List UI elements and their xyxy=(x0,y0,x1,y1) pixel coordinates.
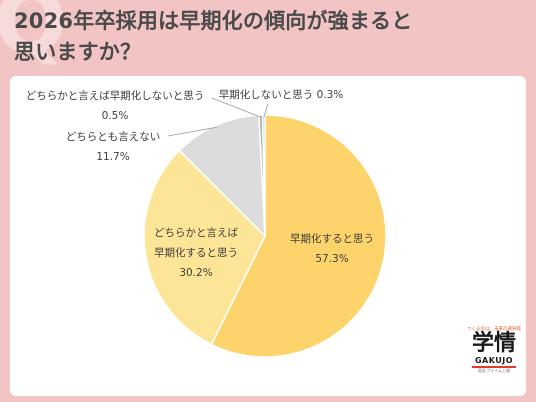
logo-footer: 東証プライム上場 xyxy=(478,368,510,373)
slice-label-3: どちらとも言えない 11.7% xyxy=(66,130,161,163)
title-line-1: 2026年卒採用は早期化の傾向が強まると xyxy=(14,9,413,33)
slice-label-1: 早期化すると思う 57.3% xyxy=(290,232,374,265)
logo-bar xyxy=(472,366,516,368)
gakujo-logo: つくるのは、未来の選択肢 学情 GAKUJO 東証プライム上場 xyxy=(466,326,522,396)
leader-line-3 xyxy=(167,126,217,137)
logo-main-text: 学情 xyxy=(471,331,516,356)
pie-slice-2 xyxy=(143,149,266,346)
slice-label-5: 早期化しないと思う 0.3% xyxy=(219,88,344,101)
page-title: 2026年卒採用は早期化の傾向が強まると 思いますか？ xyxy=(14,6,524,68)
logo-sub-text: GAKUJO xyxy=(474,356,514,365)
leader-line-4 xyxy=(211,97,262,118)
slice-label-4: どちらかと言えば早期化しないと思う 0.5% xyxy=(26,89,205,122)
title-line-2: 思いますか？ xyxy=(14,40,142,64)
slice-label-2: どちらかと言えば早期化すると思う 30.2% xyxy=(154,226,238,279)
question-badge-icon: Q xyxy=(0,0,68,73)
leader-line-5 xyxy=(263,103,269,118)
logo-tagline: つくるのは、未来の選択肢 xyxy=(467,327,521,332)
pie-slice-5 xyxy=(261,114,266,237)
pie-slice-1 xyxy=(210,114,387,358)
